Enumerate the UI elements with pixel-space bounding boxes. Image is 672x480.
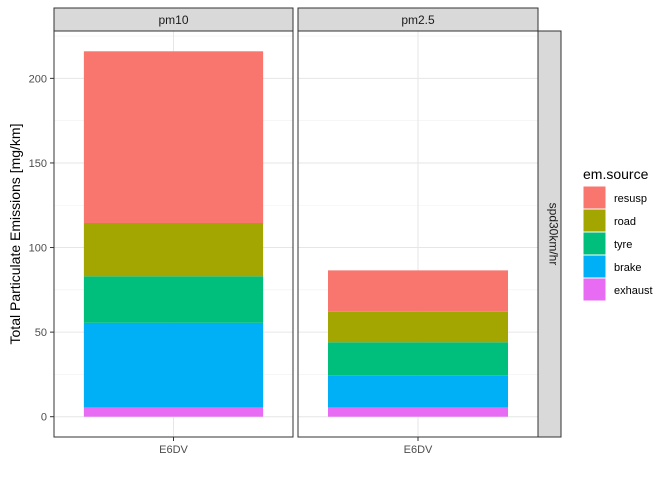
y-axis-ticks: 0 50 100 150 200 bbox=[29, 73, 54, 424]
bar-pm10-brake bbox=[83, 322, 264, 408]
bar-pm2.5-brake bbox=[328, 375, 508, 408]
y-tick-label: 150 bbox=[29, 158, 47, 170]
legend-key-tyre bbox=[582, 231, 607, 256]
legend-label-exhaust: exhaust bbox=[614, 285, 653, 297]
y-axis-title: Total Particulate Emissions [mg/km] bbox=[7, 124, 23, 345]
bar-pm2.5-road bbox=[328, 311, 508, 343]
legend-items: resusp road tyre brake exhaust bbox=[582, 185, 653, 302]
legend-key-brake bbox=[582, 254, 607, 279]
legend-key-resusp bbox=[582, 185, 607, 210]
bar-pm10-tyre bbox=[83, 276, 264, 323]
legend-key-road bbox=[582, 208, 607, 233]
y-tick-label: 100 bbox=[29, 243, 47, 255]
legend: em.source resusp road tyre brake exhaust bbox=[582, 166, 653, 302]
bar-pm10-road bbox=[83, 223, 264, 277]
facet-strip-pm10 bbox=[53, 7, 294, 32]
legend-label-tyre: tyre bbox=[614, 239, 632, 251]
facet-strip-row bbox=[537, 30, 562, 438]
legend-label-road: road bbox=[614, 216, 636, 228]
facet-strip-pm2.5 bbox=[297, 7, 539, 32]
bar-pm2.5-tyre bbox=[328, 342, 508, 376]
legend-title: em.source bbox=[583, 166, 649, 182]
bar-pm2.5-exhaust bbox=[328, 407, 508, 417]
legend-key-exhaust bbox=[582, 277, 607, 302]
bar-pm2.5-resusp bbox=[328, 270, 508, 312]
x-axis-ticks: E6DV E6DV bbox=[159, 437, 433, 456]
x-tick-label: E6DV bbox=[404, 444, 433, 456]
legend-label-brake: brake bbox=[614, 262, 642, 274]
bars bbox=[83, 51, 508, 417]
x-tick-label: E6DV bbox=[159, 444, 188, 456]
facet-label-pm10: pm10 bbox=[158, 13, 188, 27]
y-tick-label: 50 bbox=[35, 327, 47, 339]
bar-pm10-exhaust bbox=[83, 407, 264, 417]
y-tick-label: 0 bbox=[41, 412, 47, 424]
facet-label-row: spd30km/hr bbox=[547, 203, 561, 266]
legend-label-resusp: resusp bbox=[614, 193, 647, 205]
y-tick-label: 200 bbox=[29, 73, 47, 85]
facet-label-pm2.5: pm2.5 bbox=[401, 13, 435, 27]
bar-pm10-resusp bbox=[83, 51, 264, 224]
